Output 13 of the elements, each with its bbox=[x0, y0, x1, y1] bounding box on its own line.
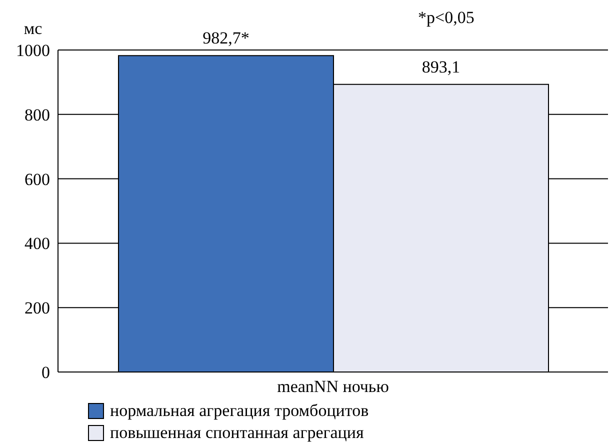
y-tick-label: 1000 bbox=[16, 41, 50, 60]
y-tick-label: 800 bbox=[24, 105, 50, 124]
y-axis-title: мс bbox=[24, 19, 43, 38]
data-label: 893,1 bbox=[422, 57, 460, 76]
y-tick-label: 0 bbox=[42, 363, 50, 382]
y-tick-label: 600 bbox=[24, 170, 50, 189]
data-label: 982,7* bbox=[202, 28, 250, 48]
y-tick-label: 200 bbox=[24, 298, 50, 318]
legend-label: повышенная спонтанная агрегация bbox=[110, 422, 364, 444]
legend-label: нормальная агрегация тромбоцитов bbox=[110, 400, 369, 422]
x-tick-label: meanNN ночью bbox=[277, 377, 390, 396]
y-tick-label: 400 bbox=[24, 234, 50, 254]
text: *p<0,05 bbox=[418, 8, 474, 28]
